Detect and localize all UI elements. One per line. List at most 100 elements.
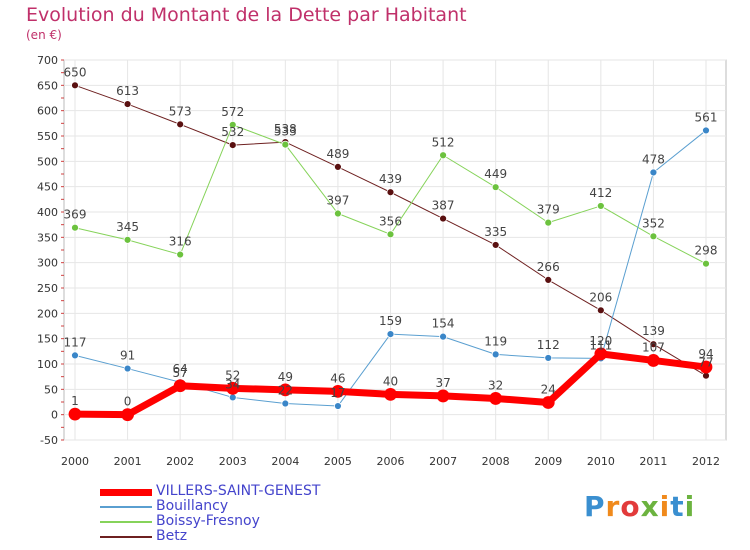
legend-label: Bouillancy: [156, 498, 229, 514]
data-point: [228, 393, 237, 402]
legend-swatch: [100, 488, 152, 496]
plot-frame: [63, 59, 727, 441]
data-label: 154: [432, 317, 455, 331]
data-point: [226, 381, 240, 395]
data-point: [334, 402, 342, 410]
x-tick-label: 2003: [219, 455, 247, 468]
legend-swatch: [100, 536, 152, 538]
data-label: 64: [173, 362, 188, 376]
data-point: [436, 389, 450, 403]
x-tick-label: 2007: [429, 455, 457, 468]
y-tick-label: 350: [37, 231, 58, 244]
data-point: [649, 168, 658, 177]
x-tick-label: 2010: [587, 455, 615, 468]
x-tick-label: 2008: [482, 455, 510, 468]
data-point: [228, 141, 237, 150]
data-point: [596, 202, 605, 210]
data-point: [68, 407, 82, 421]
data-label: 533: [274, 125, 297, 139]
data-point: [71, 81, 79, 90]
y-tick-label: 700: [37, 54, 58, 67]
data-label: 24: [541, 383, 556, 397]
data-label: 120: [589, 334, 612, 348]
y-tick-label: 400: [37, 206, 58, 219]
data-label: 117: [64, 335, 87, 349]
data-label: 352: [642, 216, 665, 230]
data-point: [334, 209, 342, 218]
data-point: [281, 399, 290, 408]
data-point: [647, 354, 660, 367]
data-label: 159: [379, 314, 402, 328]
data-point: [491, 241, 500, 249]
data-label: 119: [484, 334, 507, 348]
x-tick-label: 2006: [377, 455, 405, 468]
data-point: [699, 360, 713, 374]
data-label: 573: [169, 104, 192, 118]
data-point: [386, 188, 395, 197]
data-label: 57: [173, 366, 188, 380]
data-point: [596, 306, 605, 315]
x-tick-label: 2004: [271, 455, 299, 468]
data-label: 489: [326, 147, 349, 161]
y-tick-label: 550: [37, 130, 58, 143]
data-point: [123, 364, 132, 373]
y-tick-label: 300: [37, 257, 58, 270]
data-point: [544, 218, 553, 227]
data-label: 94: [698, 347, 713, 361]
legend-swatch: [100, 506, 152, 508]
data-point: [386, 330, 395, 339]
data-label: 17: [330, 386, 345, 400]
data-label: 298: [695, 244, 718, 258]
y-tick-label: 50: [44, 383, 58, 396]
data-point: [384, 387, 397, 401]
y-tick-label: 650: [37, 79, 58, 92]
data-label: 412: [589, 186, 612, 200]
data-point: [176, 120, 185, 129]
data-label: 397: [326, 194, 349, 208]
y-tick-label: -50: [40, 434, 58, 447]
data-point: [281, 140, 290, 149]
data-point: [491, 350, 500, 359]
data-point: [71, 351, 79, 360]
data-label: 538: [274, 122, 297, 136]
data-label: 613: [116, 84, 139, 98]
chart-subtitle: (en €): [26, 28, 62, 42]
data-point: [594, 347, 608, 361]
y-tick-label: 250: [37, 282, 58, 295]
data-label: 91: [120, 349, 135, 363]
y-tick-label: 150: [37, 333, 58, 346]
data-label: 335: [484, 225, 507, 239]
data-label: 316: [169, 235, 192, 249]
data-point: [228, 120, 237, 129]
data-point: [702, 126, 710, 135]
data-label: 369: [64, 208, 87, 222]
legend-label: VILLERS-SAINT-GENEST: [156, 483, 321, 499]
data-point: [544, 354, 553, 362]
data-label: 112: [537, 338, 560, 352]
data-label: 356: [379, 214, 402, 228]
data-label: 40: [383, 374, 398, 388]
data-point: [278, 383, 292, 397]
legend-swatch: [100, 521, 152, 523]
x-tick-label: 2011: [639, 455, 667, 468]
data-point: [121, 408, 134, 422]
data-label: 478: [642, 152, 665, 166]
x-tick-label: 2002: [166, 455, 194, 468]
y-tick-label: 600: [37, 105, 58, 118]
y-tick-label: 100: [37, 358, 58, 371]
data-point: [649, 232, 658, 241]
x-tick-label: 2009: [534, 455, 562, 468]
data-point: [702, 259, 710, 268]
x-tick-label: 2000: [61, 455, 89, 468]
data-point: [71, 223, 79, 232]
x-tick-label: 2012: [692, 455, 720, 468]
data-label: 532: [221, 125, 244, 139]
data-label: 345: [116, 220, 139, 234]
x-tick-label: 2001: [114, 455, 142, 468]
x-tick-label: 2005: [324, 455, 352, 468]
data-point: [491, 183, 500, 192]
data-point: [439, 214, 447, 223]
data-label: 439: [379, 172, 402, 186]
chart-title: Evolution du Montant de la Dette par Hab…: [26, 4, 467, 26]
